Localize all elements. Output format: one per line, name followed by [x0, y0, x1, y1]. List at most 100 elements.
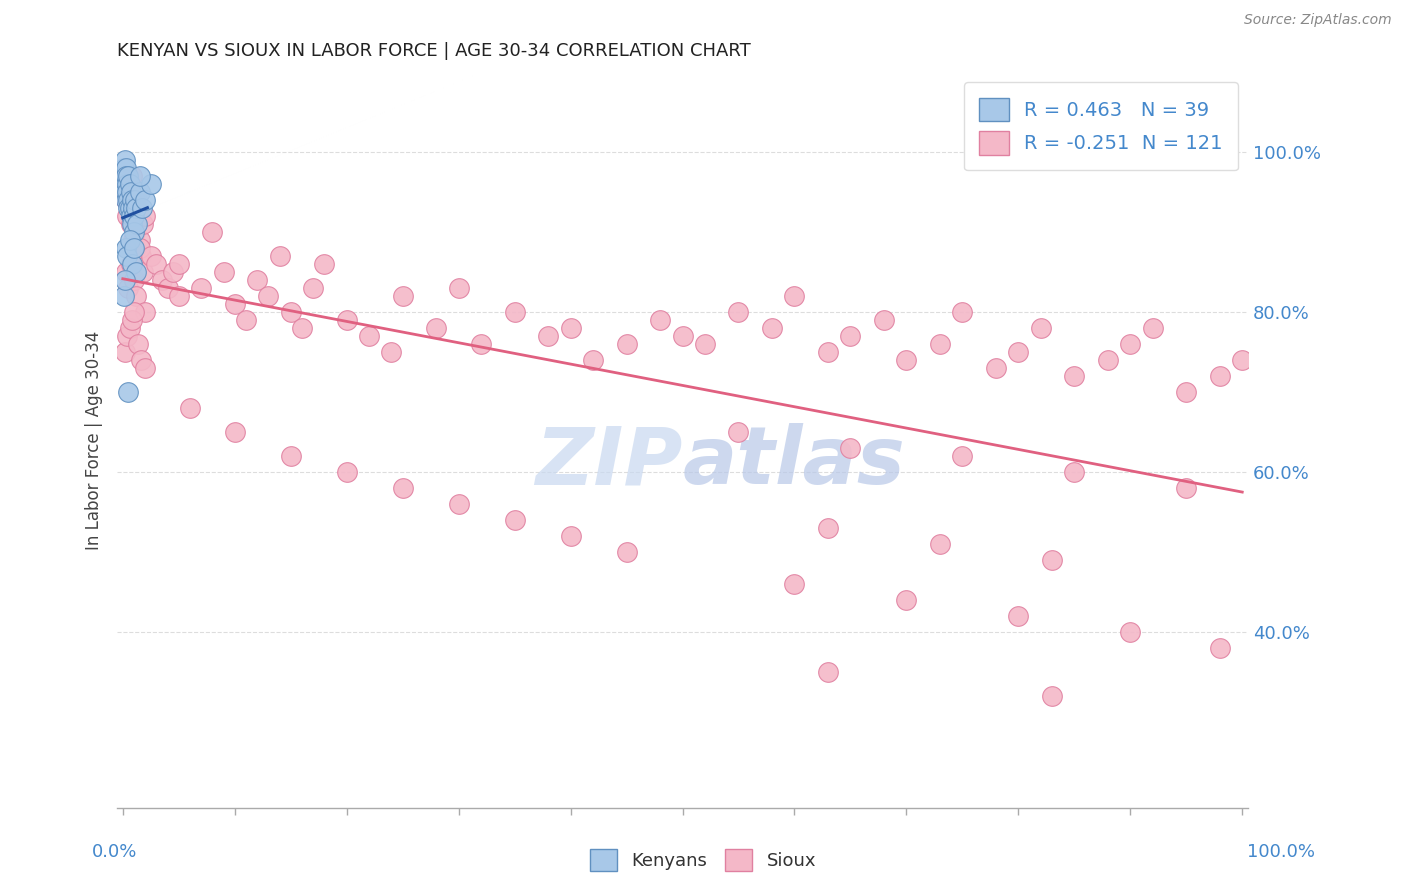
Sioux	[145, 257, 167, 271]
Sioux	[1040, 689, 1063, 703]
Sioux	[929, 537, 952, 551]
Sioux	[179, 401, 201, 415]
Text: atlas: atlas	[682, 423, 905, 501]
Sioux	[125, 289, 148, 303]
Sioux	[132, 217, 155, 231]
Text: KENYAN VS SIOUX IN LABOR FORCE | AGE 30-34 CORRELATION CHART: KENYAN VS SIOUX IN LABOR FORCE | AGE 30-…	[117, 42, 751, 60]
Sioux	[121, 169, 143, 184]
Sioux	[447, 497, 470, 511]
Legend: Kenyans, Sioux: Kenyans, Sioux	[582, 842, 824, 879]
Kenyans	[120, 186, 142, 200]
Kenyans	[114, 273, 136, 287]
Sioux	[1063, 369, 1085, 384]
Sioux	[190, 281, 212, 295]
Sioux	[118, 201, 141, 215]
Sioux	[291, 321, 314, 335]
Kenyans	[117, 385, 139, 400]
Sioux	[425, 321, 447, 335]
Kenyans	[127, 217, 149, 231]
Sioux	[128, 233, 150, 247]
Sioux	[246, 273, 269, 287]
Sioux	[761, 321, 783, 335]
Sioux	[162, 265, 184, 279]
Kenyans	[131, 201, 153, 215]
Kenyans	[115, 161, 138, 176]
Sioux	[727, 305, 749, 319]
Text: 0.0%: 0.0%	[91, 843, 136, 861]
Kenyans	[117, 169, 139, 184]
Sioux	[115, 265, 138, 279]
Sioux	[124, 225, 146, 239]
Sioux	[134, 209, 156, 223]
Sioux	[1175, 385, 1198, 400]
Sioux	[117, 329, 139, 343]
Kenyans	[128, 169, 150, 184]
Kenyans	[117, 178, 139, 192]
Sioux	[1232, 353, 1254, 368]
Sioux	[929, 337, 952, 351]
Sioux	[114, 178, 136, 192]
Sioux	[693, 337, 716, 351]
Kenyans	[117, 186, 139, 200]
Kenyans	[117, 201, 139, 215]
Kenyans	[112, 289, 135, 303]
Sioux	[783, 577, 806, 591]
Sioux	[127, 337, 149, 351]
Sioux	[132, 265, 155, 279]
Kenyans	[125, 265, 148, 279]
Kenyans	[121, 217, 143, 231]
Sioux	[537, 329, 560, 343]
Sioux	[121, 313, 143, 327]
Sioux	[1119, 337, 1142, 351]
Sioux	[357, 329, 380, 343]
Sioux	[336, 465, 359, 479]
Kenyans	[122, 241, 145, 255]
Sioux	[950, 449, 973, 463]
Kenyans	[128, 186, 150, 200]
Sioux	[257, 289, 280, 303]
Sioux	[839, 329, 862, 343]
Sioux	[650, 313, 672, 327]
Sioux	[139, 249, 162, 263]
Sioux	[122, 273, 145, 287]
Sioux	[134, 305, 156, 319]
Text: ZIP: ZIP	[536, 423, 682, 501]
Sioux	[280, 305, 302, 319]
Sioux	[224, 297, 246, 311]
Sioux	[118, 321, 141, 335]
Sioux	[1063, 465, 1085, 479]
Sioux	[122, 201, 145, 215]
Sioux	[817, 345, 839, 359]
Sioux	[134, 361, 156, 376]
Sioux	[302, 281, 325, 295]
Kenyans	[112, 169, 135, 184]
Sioux	[156, 281, 179, 295]
Sioux	[128, 241, 150, 255]
Sioux	[503, 305, 526, 319]
Sioux	[1007, 345, 1029, 359]
Sioux	[336, 313, 359, 327]
Kenyans	[118, 201, 141, 215]
Kenyans	[121, 257, 143, 271]
Kenyans	[115, 241, 138, 255]
Kenyans	[118, 178, 141, 192]
Sioux	[280, 449, 302, 463]
Sioux	[503, 513, 526, 527]
Sioux	[380, 345, 402, 359]
Kenyans	[114, 186, 136, 200]
Sioux	[127, 194, 149, 208]
Sioux	[117, 209, 139, 223]
Kenyans	[115, 169, 138, 184]
Sioux	[122, 305, 145, 319]
Sioux	[1007, 608, 1029, 623]
Sioux	[212, 265, 235, 279]
Sioux	[117, 186, 139, 200]
Kenyans	[134, 194, 156, 208]
Y-axis label: In Labor Force | Age 30-34: In Labor Force | Age 30-34	[86, 330, 103, 549]
Sioux	[115, 194, 138, 208]
Sioux	[1175, 481, 1198, 495]
Kenyans	[117, 194, 139, 208]
Sioux	[114, 345, 136, 359]
Sioux	[1209, 369, 1232, 384]
Sioux	[727, 425, 749, 439]
